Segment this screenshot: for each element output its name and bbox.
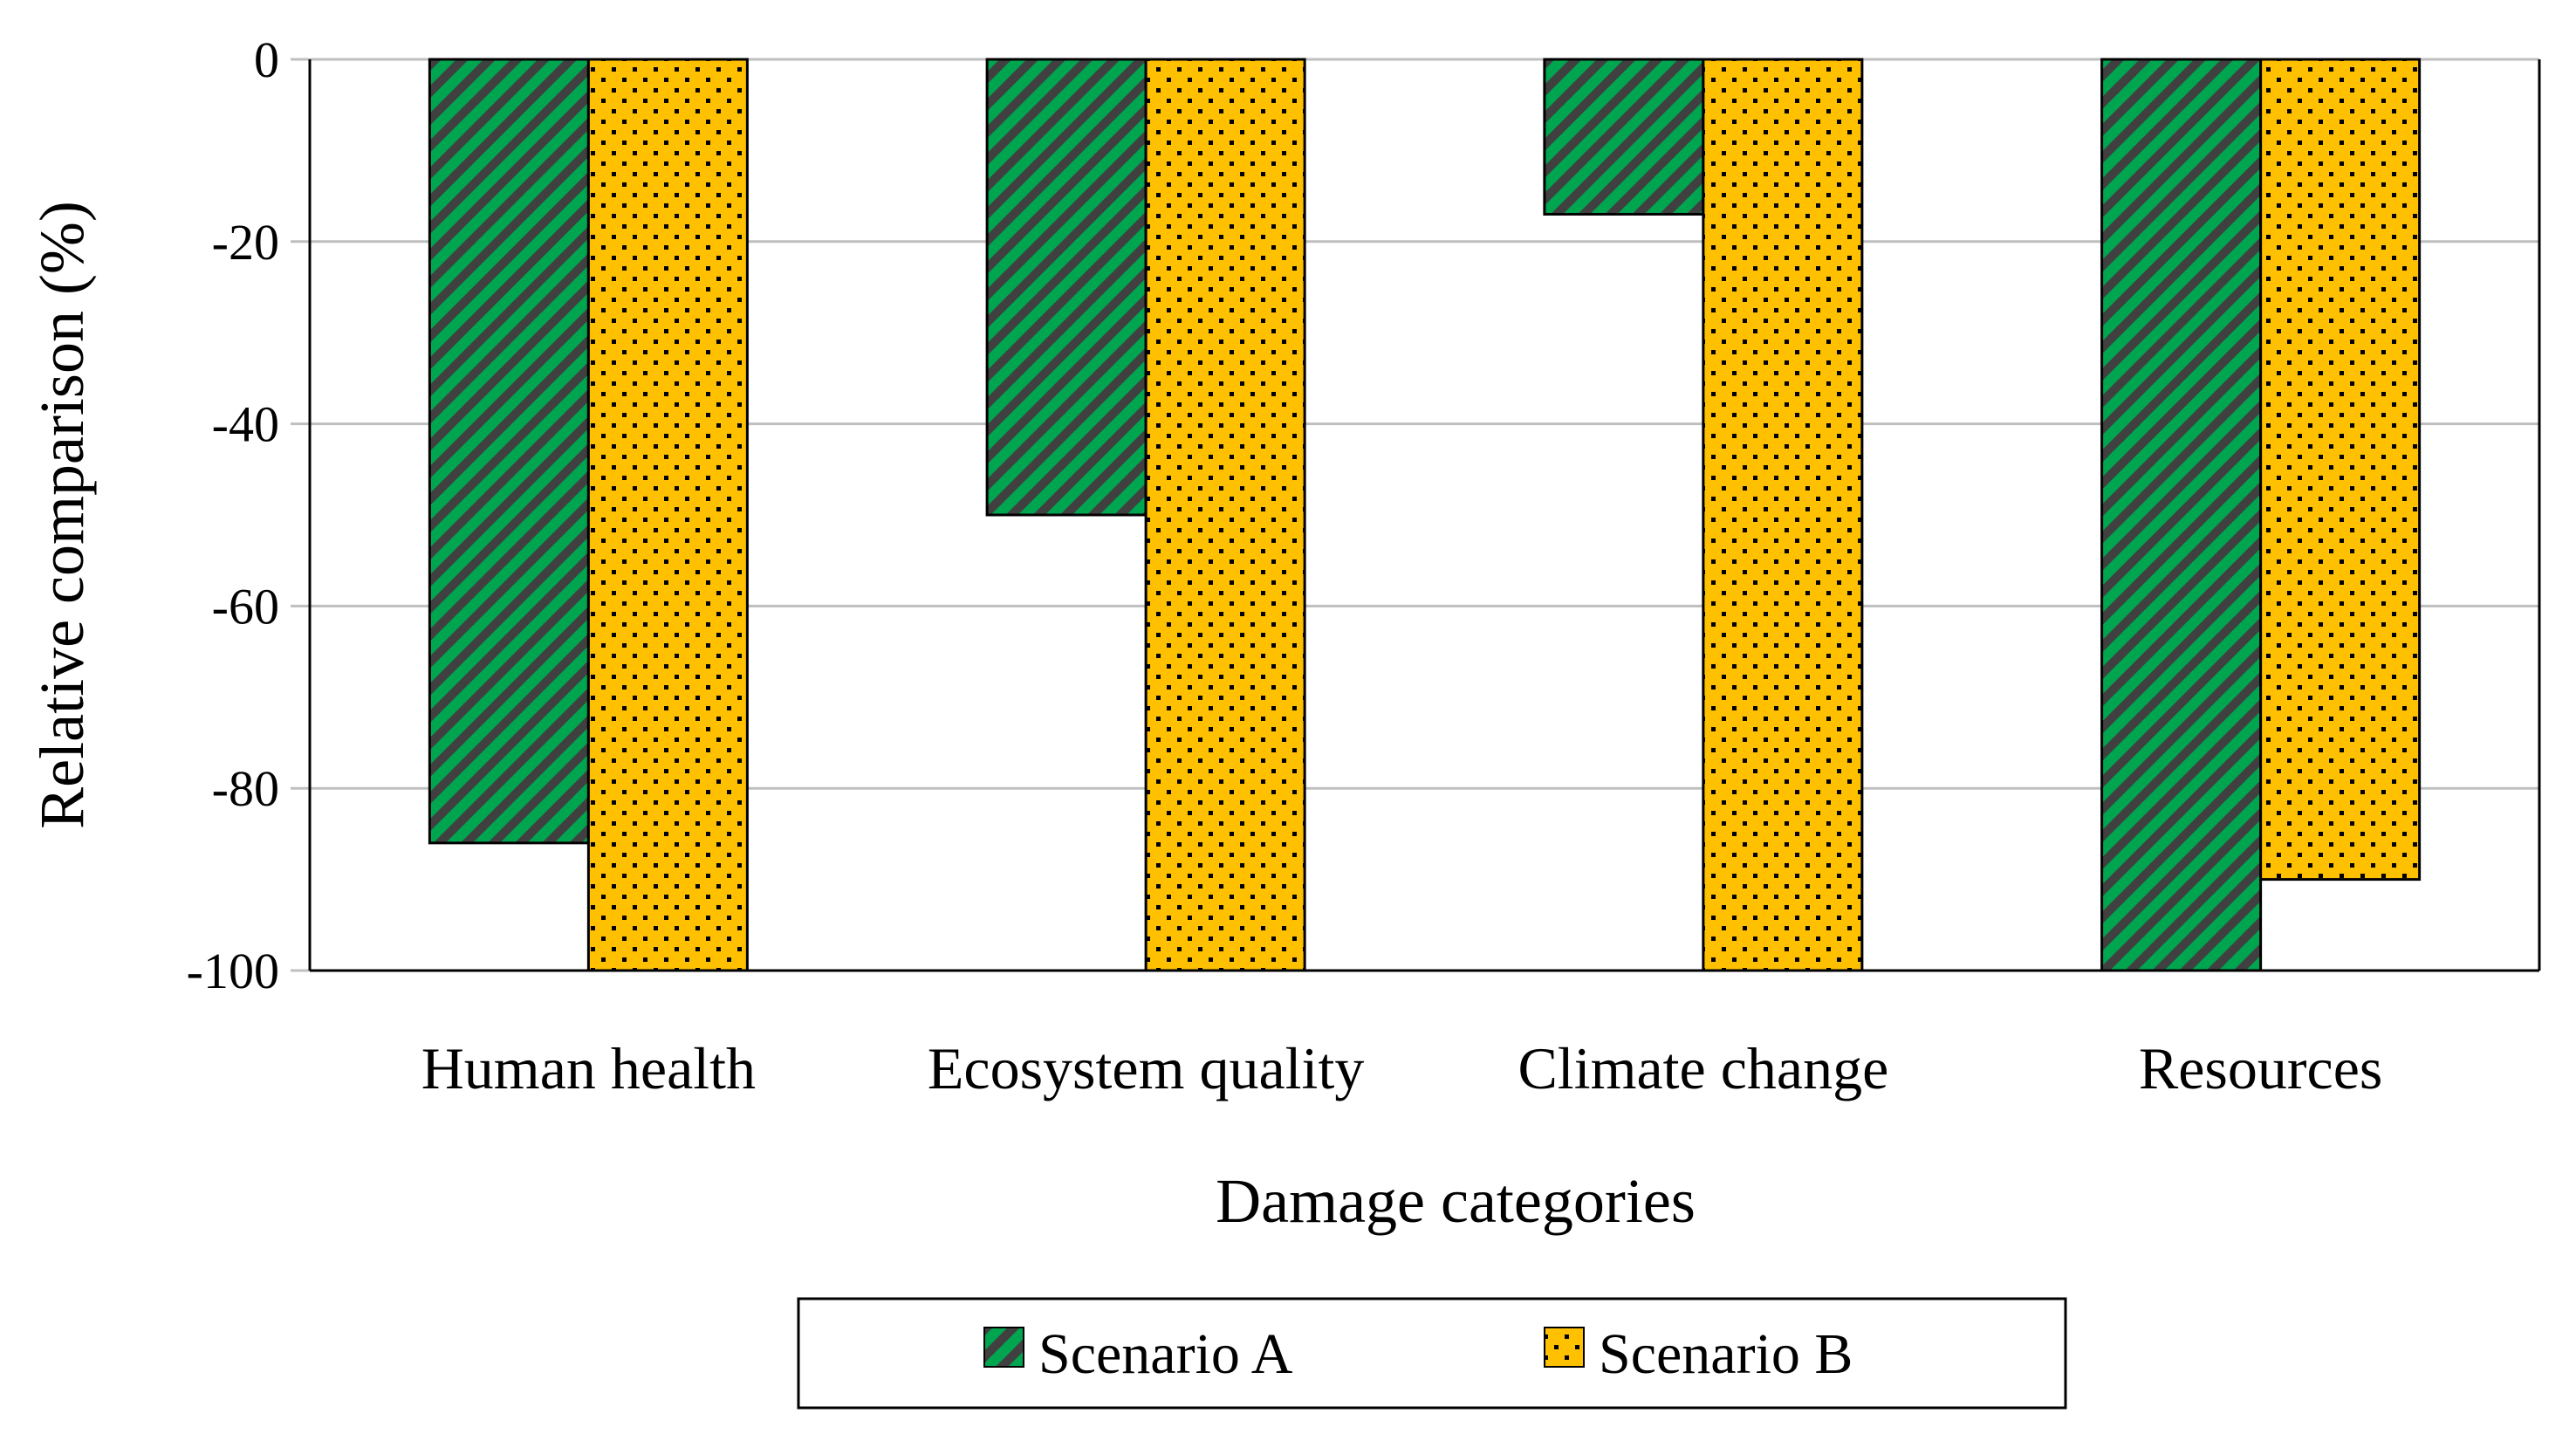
bar-scenario-b: [2259, 58, 2422, 882]
x-tick-label: Human health: [421, 1035, 756, 1101]
y-tick-label: -60: [212, 578, 279, 635]
bar-scenario-a: [1543, 58, 1705, 216]
bars: [428, 58, 2422, 972]
x-tick-label: Ecosystem quality: [928, 1035, 1364, 1101]
legend-swatch-scenario-b: [1544, 1327, 1585, 1368]
y-tick-label: -40: [212, 396, 279, 453]
x-tick-labels: Human health Ecosystem quality Climate cha…: [421, 1035, 2383, 1101]
bar-scenario-b: [1144, 58, 1306, 972]
legend-swatch-scenario-a: [983, 1327, 1024, 1368]
y-tick-labels: 0 -20 -40 -60 -80 -100: [187, 31, 279, 999]
bar-scenario-a: [2100, 58, 2263, 972]
bar-scenario-b: [586, 58, 749, 972]
bar-scenario-a: [428, 58, 590, 845]
x-axis-title: Damage categories: [1216, 1166, 1696, 1236]
y-tick-label: -80: [212, 760, 279, 817]
bar-scenario-b: [1702, 58, 1864, 972]
x-tick-label: Climate change: [1518, 1035, 1888, 1101]
y-axis-title: Relative comparison (%): [27, 201, 97, 829]
legend-label-scenario-a: Scenario A: [1038, 1322, 1293, 1386]
y-tick-label: -20: [212, 214, 279, 271]
bar-scenario-a: [985, 58, 1148, 517]
axes: [308, 59, 2541, 972]
x-tick-label: Resources: [2139, 1035, 2382, 1101]
y-tick-label: -100: [187, 943, 279, 999]
y-tick-label: 0: [254, 31, 279, 88]
legend-label-scenario-b: Scenario B: [1599, 1322, 1853, 1386]
legend: Scenario A Scenario B: [797, 1297, 2067, 1410]
